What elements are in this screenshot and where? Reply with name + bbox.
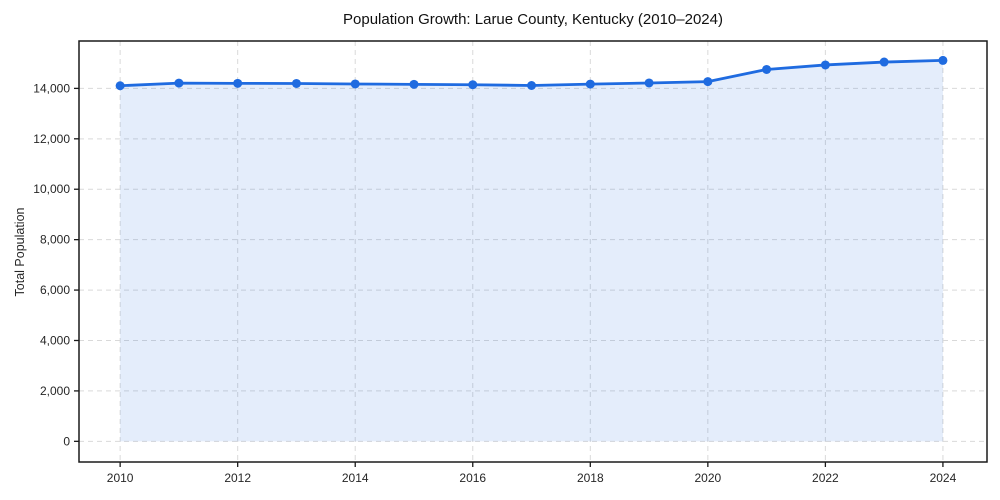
y-tick-label: 10,000: [33, 182, 70, 196]
data-point: [585, 79, 595, 89]
x-tick-label: 2018: [577, 471, 604, 485]
data-point: [527, 80, 537, 90]
y-tick-label: 12,000: [33, 132, 70, 146]
data-point: [233, 78, 243, 88]
data-point: [879, 57, 889, 67]
data-point: [762, 64, 772, 74]
data-point: [938, 55, 948, 65]
data-point: [820, 60, 830, 70]
data-point: [468, 80, 478, 90]
y-tick-label: 0: [63, 434, 70, 448]
area-fill: [120, 60, 943, 442]
y-tick-label: 6,000: [40, 283, 70, 297]
y-tick-label: 8,000: [40, 233, 70, 247]
data-point: [350, 79, 360, 89]
plot-border: [78, 40, 988, 463]
x-tick-label: 2010: [107, 471, 134, 485]
y-tick-label: 14,000: [33, 81, 70, 95]
data-point: [174, 78, 184, 88]
x-tick-label: 2012: [224, 471, 251, 485]
y-tick-label: 2,000: [40, 384, 70, 398]
chart-title: Population Growth: Larue County, Kentuck…: [343, 11, 723, 28]
y-tick-label: 4,000: [40, 333, 70, 347]
data-point: [409, 79, 419, 89]
y-axis-title: Total Population: [13, 207, 27, 297]
x-tick-label: 2014: [342, 471, 369, 485]
x-tick-label: 2024: [930, 471, 957, 485]
data-point: [115, 81, 125, 91]
x-tick-label: 2020: [694, 471, 721, 485]
x-tick-label: 2022: [812, 471, 839, 485]
x-tick-label: 2016: [459, 471, 486, 485]
data-point: [291, 78, 301, 88]
data-point: [644, 78, 654, 88]
data-point: [703, 77, 713, 87]
plot-area: [79, 41, 987, 462]
